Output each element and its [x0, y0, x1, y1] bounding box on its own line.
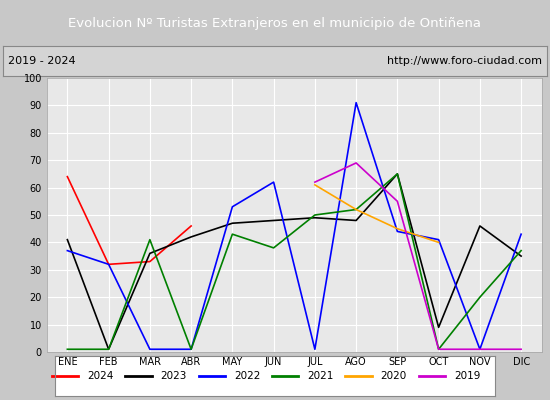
Text: 2021: 2021 — [307, 371, 334, 381]
Text: 2022: 2022 — [234, 371, 260, 381]
Text: 2020: 2020 — [381, 371, 407, 381]
Text: 2023: 2023 — [161, 371, 187, 381]
Text: 2019: 2019 — [454, 371, 480, 381]
Text: 2024: 2024 — [87, 371, 114, 381]
Text: Evolucion Nº Turistas Extranjeros en el municipio de Ontiñena: Evolucion Nº Turistas Extranjeros en el … — [69, 16, 481, 30]
Text: 2019 - 2024: 2019 - 2024 — [8, 56, 76, 66]
Text: http://www.foro-ciudad.com: http://www.foro-ciudad.com — [387, 56, 542, 66]
